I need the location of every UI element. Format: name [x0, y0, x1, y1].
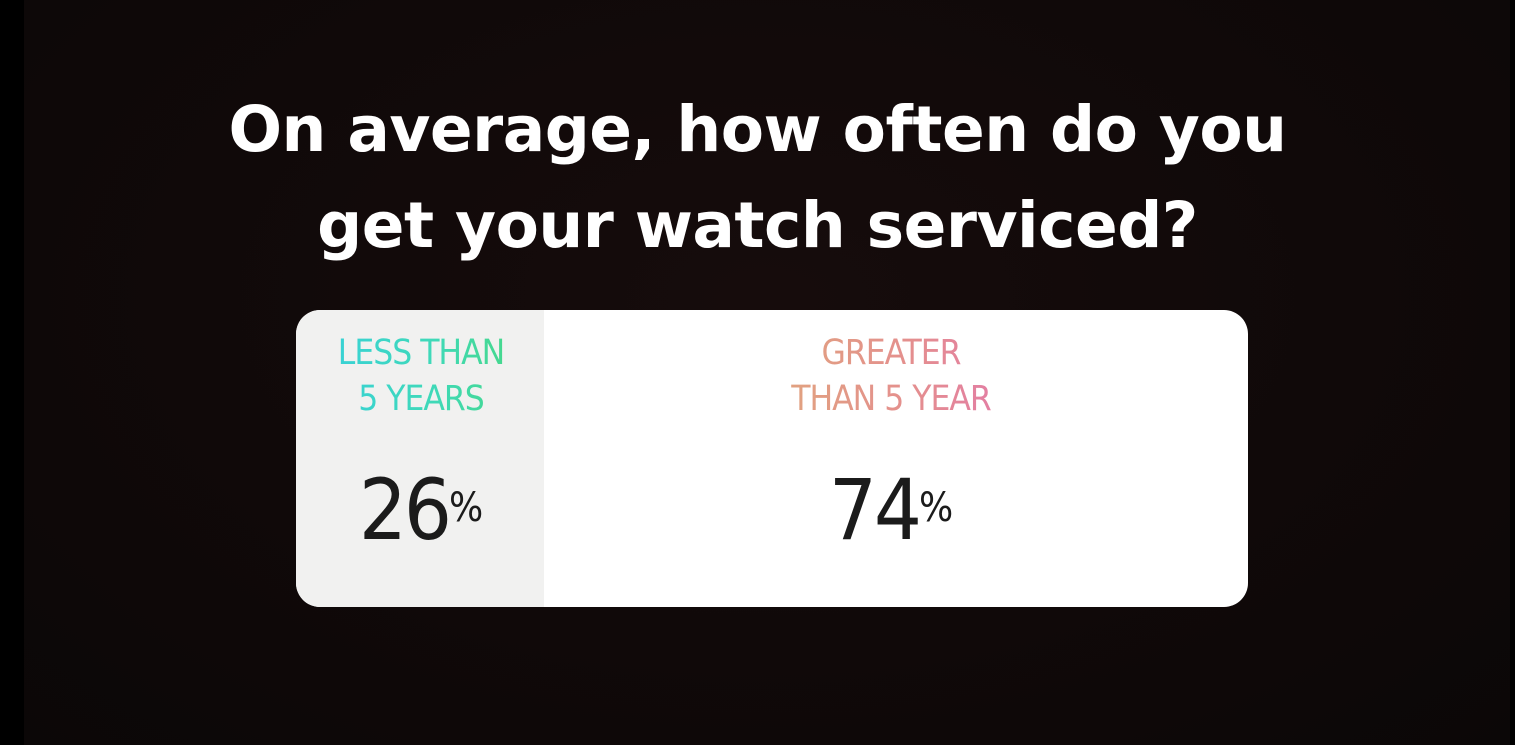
- poll-option-label: GREATER THAN 5 YEAR: [706, 330, 1076, 422]
- poll-option-percent-value: 26: [358, 461, 452, 559]
- poll-question: On average, how often do you get your wa…: [0, 82, 1515, 274]
- poll-option-label-line-2: 5 YEARS: [358, 379, 484, 419]
- poll-option-percent: 74%: [706, 458, 1076, 560]
- poll-card: LESS THAN 5 YEARS 26% GREATER THAN 5 YEA…: [296, 310, 1248, 607]
- poll-option-percent: 26%: [296, 458, 546, 560]
- poll-option-label-line-1: GREATER: [821, 333, 961, 373]
- poll-option-label-line-2: THAN 5 YEAR: [791, 379, 991, 419]
- percent-sign: %: [448, 485, 484, 531]
- poll-option-label-line-1: LESS THAN: [337, 333, 505, 373]
- poll-option-less-than-5-years[interactable]: LESS THAN 5 YEARS 26%: [296, 310, 546, 607]
- poll-result-bar-less-than-5-years: [296, 310, 544, 607]
- percent-sign: %: [918, 485, 954, 531]
- poll-option-label: LESS THAN 5 YEARS: [296, 330, 546, 422]
- poll-question-line-2: get your watch serviced?: [317, 189, 1198, 262]
- poll-question-line-1: On average, how often do you: [228, 93, 1287, 166]
- poll-option-percent-value: 74: [828, 461, 922, 559]
- poll-option-greater-than-5-year[interactable]: GREATER THAN 5 YEAR 74%: [706, 310, 1076, 607]
